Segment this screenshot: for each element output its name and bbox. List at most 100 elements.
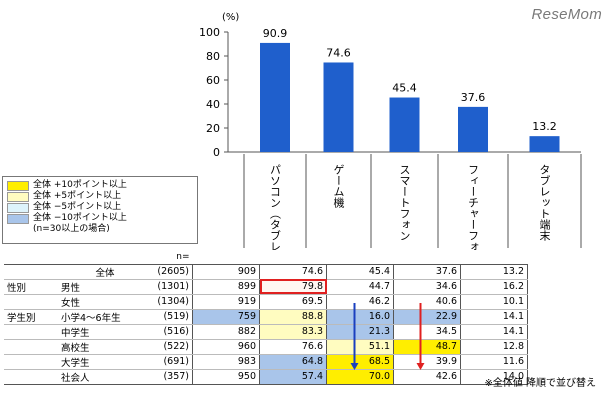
cell-value: 76.6 (259, 339, 327, 355)
cell-value: 14.1 (460, 324, 528, 340)
table-row: 学生別 小学4〜6年生 (519) 759 88.8 16.0 22.9 14.1 (4, 308, 528, 325)
cell-value: 83.3 (259, 324, 327, 340)
cell-value: 48.7 (393, 339, 461, 355)
row-group (4, 324, 58, 340)
header-spacer (260, 250, 327, 264)
legend-condition: (n=30以上の場合) (33, 224, 110, 234)
bar-2 (389, 97, 420, 152)
cell-value: 69.5 (259, 294, 327, 310)
row-group (4, 354, 58, 370)
bar-0 (260, 42, 290, 152)
row-label: 全体 (58, 263, 152, 280)
bar-chart: 0 20 40 60 80 100(%) 90.9 74.6 45.4 37.6 13.2 パソコン… (199, 12, 582, 250)
cell-value: 37.6 (393, 263, 461, 280)
cell-value: 22.9 (393, 308, 461, 325)
cell-value: 88.8 (259, 308, 327, 325)
y-tick-label: 100 (199, 26, 220, 39)
legend-label: 全体 +10ポイント以上 (33, 180, 127, 190)
cell-value: 46.2 (326, 294, 394, 310)
row-group (4, 294, 58, 310)
table-header-row: n= (4, 250, 528, 264)
header-spacer (461, 250, 528, 264)
cell-value: 12.8 (460, 339, 528, 355)
header-spacer (394, 250, 461, 264)
data-label-4: 13.2 (532, 120, 557, 133)
cell-value: 40.6 (393, 294, 461, 310)
row-n: (1301) (152, 278, 193, 295)
cell-value: 74.6 (259, 263, 327, 280)
cell-value: 14.1 (460, 308, 528, 325)
cell-value: 79.8 (259, 278, 327, 295)
cell-value: 34.5 (393, 324, 461, 340)
row-label: 中学生 (58, 324, 152, 340)
cell-value: 57.4 (259, 369, 327, 385)
category-label-4: タブレット端末 (538, 164, 551, 242)
row-group (4, 369, 58, 385)
data-label-2: 45.4 (392, 82, 417, 95)
row-label: 大学生 (58, 354, 152, 370)
data-label-1: 74.6 (326, 46, 351, 59)
row-label: 高校生 (58, 339, 152, 355)
legend-item-1: 全体 +5ポイント以上 (7, 191, 193, 202)
category-label-3: フィーチャーフォン (467, 164, 480, 250)
row-group: 学生別 (4, 308, 58, 325)
row-n: (357) (152, 369, 193, 385)
header-spacer (327, 250, 394, 264)
cell-value: 13.2 (460, 263, 528, 280)
cell-value: 983 (192, 354, 260, 370)
data-table: n= 全体 (2605) 909 74.6 45.4 37.6 13.2 性別 男性 (1301) 8… (4, 250, 528, 385)
category-label-2: スマートフォン (398, 164, 411, 241)
row-n: (691) (152, 354, 193, 370)
legend-swatch (7, 213, 29, 224)
y-tick-label: 60 (206, 74, 220, 87)
table-row: 女性 (1304) 919 69.5 46.2 40.6 10.1 (4, 294, 528, 310)
table-row: 大学生 (691) 983 64.8 68.5 39.9 11.6 (4, 354, 528, 370)
row-n: (519) (152, 308, 193, 325)
y-tick-label: 20 (206, 122, 220, 135)
brand-logo: ReseMom (531, 6, 602, 23)
cell-value: 45.4 (326, 263, 394, 280)
y-tick-label: 40 (206, 98, 220, 111)
legend-item-0: 全体 +10ポイント以上 (7, 180, 193, 191)
cell-value: 21.3 (326, 324, 394, 340)
cell-value: 16.0 (326, 308, 394, 325)
y-tick-label: 80 (206, 50, 220, 63)
row-n: (1304) (152, 294, 193, 310)
legend-item-3: 全体 −10ポイント以上 (7, 213, 193, 224)
cell-value: 68.5 (326, 354, 394, 370)
cell-value: 10.1 (460, 294, 528, 310)
cell-value: 960 (192, 339, 260, 355)
cell-value: 39.9 (393, 354, 461, 370)
cell-value: 759 (192, 308, 260, 325)
bar-1 (323, 62, 354, 153)
row-label: 女性 (58, 294, 152, 310)
legend-swatch (7, 180, 29, 191)
legend-label: 全体 −5ポイント以上 (33, 202, 122, 212)
row-label: 男性 (58, 278, 152, 295)
legend-label: 全体 +5ポイント以上 (33, 191, 122, 201)
cell-value: 919 (192, 294, 260, 310)
row-label: 小学4〜6年生 (58, 308, 152, 325)
table-row: 高校生 (522) 960 76.6 51.1 48.7 12.8 (4, 339, 528, 355)
bar-4 (529, 136, 560, 152)
cell-value: 909 (192, 263, 260, 280)
cell-value: 882 (192, 324, 260, 340)
row-n: (2605) (152, 263, 193, 280)
row-n: (522) (152, 339, 193, 355)
legend-label: 全体 −10ポイント以上 (33, 213, 127, 223)
cell-value: 70.0 (326, 369, 394, 385)
row-n: (516) (152, 324, 193, 340)
cell-value: 51.1 (326, 339, 394, 355)
legend-item-2: 全体 −5ポイント以上 (7, 202, 193, 213)
cell-value: 42.6 (393, 369, 461, 385)
row-group: 性別 (4, 278, 58, 295)
footnote: ※全体値 降順で並び替え (484, 378, 596, 389)
category-label-0: パソコン（タブレット端末は除く） (269, 164, 282, 250)
bar-3 (458, 106, 488, 152)
table-row: 性別 男性 (1301) 899 79.8 44.7 34.6 16.2 (4, 278, 528, 295)
row-group (4, 263, 58, 280)
cell-value: 44.7 (326, 278, 394, 295)
n-header: n= (176, 251, 190, 262)
table-row: 中学生 (516) 882 83.3 21.3 34.5 14.1 (4, 324, 528, 340)
